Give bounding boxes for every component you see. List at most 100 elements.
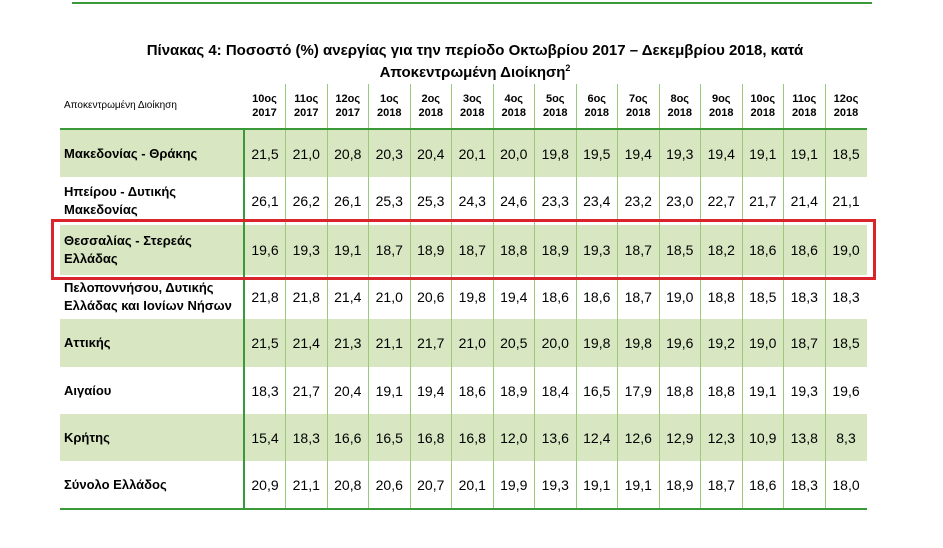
rate-cell: 20,6	[368, 461, 411, 509]
table-row: Σύνολο Ελλάδος 20,9 21,1 20,8 20,6 20,7 20,1 19…	[60, 461, 867, 509]
column-month: 10ος	[750, 93, 776, 105]
rate-cell: 18,7	[700, 461, 743, 509]
rate-cell: 19,4	[493, 275, 535, 319]
rate-cell: 19,1	[742, 129, 784, 177]
rate-cell: 18,6	[783, 225, 826, 275]
rate-cell: 24,3	[451, 177, 494, 225]
rate-cell: 10,9	[742, 414, 784, 461]
rate-cell: 21,7	[742, 177, 784, 225]
column-month: 5ος	[545, 93, 565, 105]
column-year: 2017	[294, 107, 319, 119]
rate-cell: 12,6	[617, 414, 660, 461]
rate-cell: 19,0	[825, 225, 867, 275]
rate-cell: 21,5	[244, 129, 286, 177]
rate-cell: 20,4	[410, 129, 452, 177]
rate-cell: 18,5	[825, 129, 867, 177]
rate-cell: 18,6	[451, 367, 494, 414]
rate-cell: 19,0	[659, 275, 701, 319]
column-header: 10ος 2018	[742, 84, 784, 129]
rate-cell: 19,3	[659, 129, 701, 177]
rate-cell: 16,6	[327, 414, 369, 461]
footnote-mark: 2	[565, 63, 571, 73]
rate-cell: 18,9	[659, 461, 701, 509]
column-header: 12ος 2018	[825, 84, 867, 129]
column-header: 10ος 2017	[244, 84, 286, 129]
table-row: Μακεδονίας - Θράκης 21,5 21,0 20,8 20,3 20,4 2…	[60, 129, 867, 177]
column-month: 3ος	[462, 93, 482, 105]
column-year: 2018	[460, 107, 485, 119]
rate-cell: 18,9	[493, 367, 535, 414]
column-year: 2018	[543, 107, 568, 119]
column-year: 2018	[750, 107, 775, 119]
rate-cell: 19,3	[285, 225, 328, 275]
rate-cell: 16,5	[576, 367, 618, 414]
rate-cell: 26,1	[244, 177, 286, 225]
rate-cell: 20,6	[410, 275, 452, 319]
column-month: 1ος	[379, 93, 399, 105]
region-name: Ηπείρου - Δυτικής Μακεδονίας	[60, 177, 245, 225]
table-row: Ηπείρου - Δυτικής Μακεδονίας 26,1 26,2 26,1…	[60, 177, 867, 225]
column-month: 12ος	[833, 93, 859, 105]
rate-cell: 18,3	[832, 289, 860, 305]
column-month: 12ος	[335, 93, 361, 105]
rate-cell: 12,0	[493, 414, 535, 461]
top-rule	[72, 2, 872, 4]
region-column-header: Αποκεντρωμένη Διοίκηση	[64, 100, 177, 111]
rate-cell: 19,9	[493, 461, 535, 509]
rate-cell: 18,9	[534, 225, 577, 275]
table-row: Κρήτης 15,4 18,3 16,6 16,5 16,8 16,8 12,0 13,6 12…	[60, 414, 867, 461]
rate-cell: 18,0	[832, 476, 860, 493]
rate-cell: 20,0	[493, 129, 535, 177]
region-name: Κρήτης	[60, 414, 245, 461]
region-name: Αιγαίου	[60, 367, 245, 414]
rate-cell: 19,4	[700, 129, 743, 177]
rate-cell: 23,3	[534, 177, 577, 225]
column-month: 10ος	[252, 93, 277, 105]
rate-cell: 16,5	[368, 414, 411, 461]
rate-cell: 20,3	[368, 129, 411, 177]
rate-cell: 21,4	[285, 319, 328, 367]
rate-cell: 15,4	[244, 414, 286, 461]
rate-cell: 19,1	[327, 225, 369, 275]
rate-cell: 18,7	[783, 319, 826, 367]
rate-cell: 20,7	[410, 461, 452, 509]
column-year: 2017	[335, 107, 360, 119]
column-header: 6ος 2018	[576, 84, 618, 129]
column-year: 2018	[377, 107, 402, 119]
rate-cell: 21,1	[368, 319, 411, 367]
rate-cell: 20,4	[327, 367, 369, 414]
rate-cell: 19,8	[617, 319, 660, 367]
column-year: 2018	[418, 107, 443, 119]
column-header: 9ος 2018	[700, 84, 743, 129]
rate-cell: 21,0	[451, 319, 494, 367]
table-row: Θεσσαλίας - Στερεάς Ελλάδας 19,6 19,3 19,1 1…	[60, 225, 867, 275]
rate-cell: 21,0	[368, 275, 411, 319]
column-header: 11ος 2017	[285, 84, 328, 129]
rate-cell: 24,6	[493, 177, 535, 225]
caption-line-1: Πίνακας 4: Ποσοστό (%) ανεργίας για την …	[146, 42, 804, 59]
rate-cell: 16,8	[451, 414, 494, 461]
rate-cell: 21,8	[244, 275, 286, 319]
rate-cell: 19,8	[576, 319, 618, 367]
rate-cell: 19,5	[576, 129, 618, 177]
rate-cell: 12,3	[700, 414, 743, 461]
rate-cell: 21,1	[832, 193, 860, 209]
rate-cell: 26,2	[285, 177, 328, 225]
rate-cell: 19,8	[534, 129, 577, 177]
column-year: 2018	[792, 107, 817, 119]
rate-cell: 18,8	[493, 225, 535, 275]
column-header: 7ος 2018	[617, 84, 660, 129]
column-month: 11ος	[294, 93, 319, 105]
region-name: Μακεδονίας - Θράκης	[60, 129, 245, 177]
rate-cell: 18,7	[617, 275, 660, 319]
rate-cell: 20,1	[451, 461, 494, 509]
rate-cell: 21,8	[285, 275, 328, 319]
rate-cell: 13,8	[783, 414, 826, 461]
rate-cell: 26,1	[327, 177, 369, 225]
column-month: 9ος	[711, 93, 731, 105]
table-body: Μακεδονίας - Θράκης 21,5 21,0 20,8 20,3 20,4 2…	[60, 129, 867, 509]
rate-cell: 19,6	[244, 225, 286, 275]
rate-cell: 21,7	[285, 367, 328, 414]
rate-cell: 21,4	[327, 275, 369, 319]
rate-cell: 18,6	[534, 275, 577, 319]
